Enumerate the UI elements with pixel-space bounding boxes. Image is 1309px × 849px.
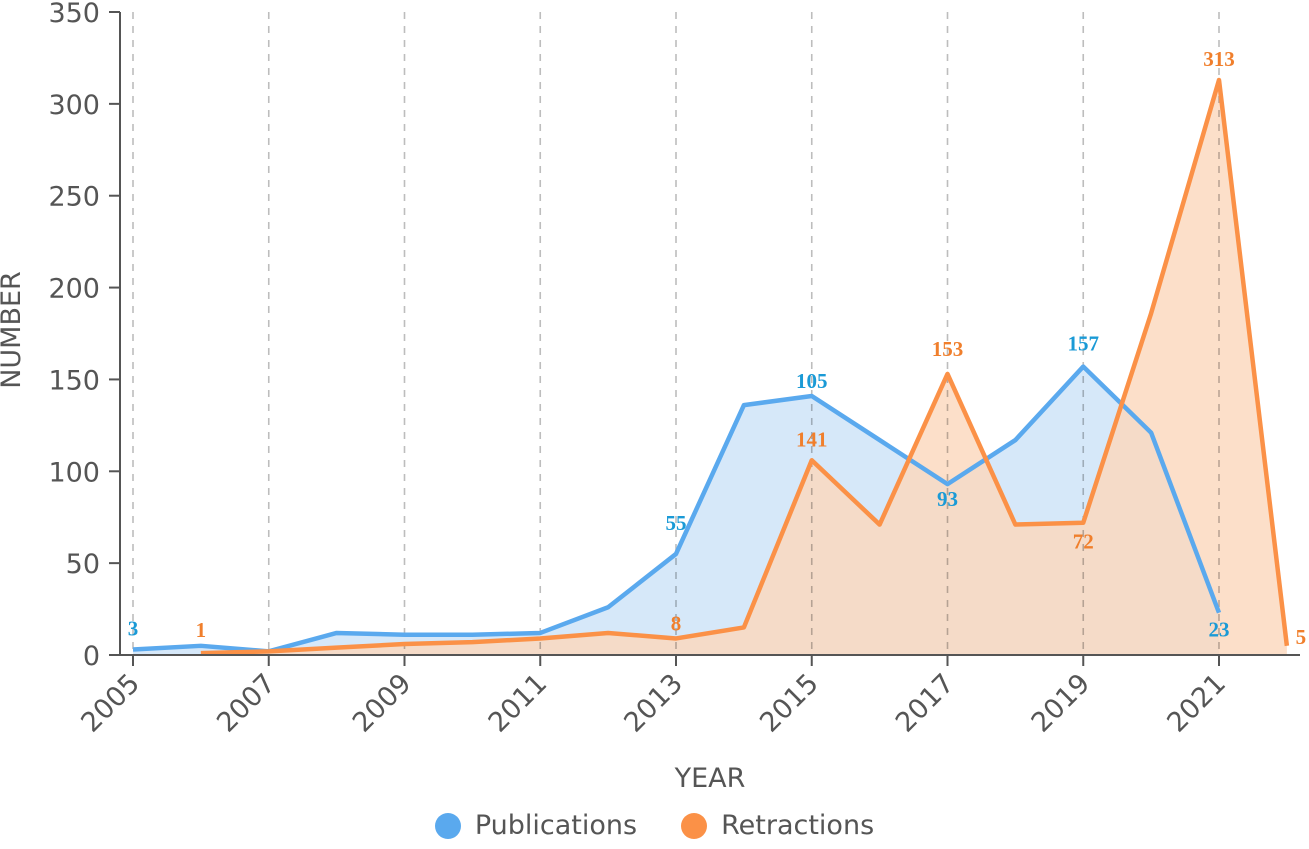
data-label: 157 bbox=[1068, 332, 1100, 356]
legend: Publications Retractions bbox=[0, 810, 1309, 841]
y-tick-label: 250 bbox=[48, 182, 100, 213]
x-tick-label: 2013 bbox=[618, 668, 689, 739]
legend-item-publications[interactable]: Publications bbox=[434, 810, 638, 841]
publications-dot-icon bbox=[434, 812, 461, 839]
y-tick-label: 350 bbox=[48, 0, 100, 29]
retractions-line bbox=[200, 77, 1290, 656]
x-tick-label: 2007 bbox=[211, 668, 282, 739]
series-areas bbox=[133, 79, 1287, 655]
series-lines bbox=[132, 77, 1290, 656]
data-label: 313 bbox=[1203, 47, 1235, 71]
data-label: 1 bbox=[196, 618, 207, 642]
y-axis-title: NUMBER bbox=[0, 271, 27, 389]
legend-label: Publications bbox=[474, 810, 638, 841]
x-tick-label: 2019 bbox=[1026, 668, 1097, 739]
data-label: 105 bbox=[796, 369, 828, 393]
publications-line bbox=[132, 364, 1222, 654]
data-label: 8 bbox=[671, 611, 682, 635]
data-label: 93 bbox=[937, 487, 958, 511]
legend-item-retractions[interactable]: Retractions bbox=[681, 810, 874, 841]
data-label: 23 bbox=[1209, 618, 1230, 642]
data-label: 55 bbox=[666, 511, 687, 535]
y-tick-label: 300 bbox=[48, 90, 100, 121]
y-tick-label: 200 bbox=[48, 274, 100, 305]
data-label: 3 bbox=[128, 616, 139, 640]
data-label: 72 bbox=[1073, 530, 1094, 554]
x-tick-label: 2017 bbox=[890, 668, 961, 739]
y-tick-label: 0 bbox=[83, 641, 100, 672]
x-tick-label: 2011 bbox=[483, 668, 554, 739]
data-label: 153 bbox=[932, 337, 964, 361]
y-tick-label: 100 bbox=[48, 457, 100, 488]
data-label: 5 bbox=[1296, 625, 1307, 649]
data-label: 141 bbox=[796, 427, 828, 451]
x-tick-label: 2021 bbox=[1161, 668, 1232, 739]
x-tick-label: 2009 bbox=[347, 668, 418, 739]
legend-label: Retractions bbox=[721, 810, 875, 841]
y-tick-label: 50 bbox=[66, 549, 100, 580]
x-tick-label: 2015 bbox=[754, 668, 825, 739]
x-axis-title: YEAR bbox=[674, 763, 746, 794]
retractions-dot-icon bbox=[681, 812, 708, 839]
x-tick-label: 2005 bbox=[75, 668, 146, 739]
y-tick-label: 150 bbox=[48, 365, 100, 396]
retractions-area bbox=[200, 79, 1287, 655]
data-labels: 3 1 55 8 105 141 153 93 157 72 313 23 5 bbox=[128, 47, 1306, 649]
